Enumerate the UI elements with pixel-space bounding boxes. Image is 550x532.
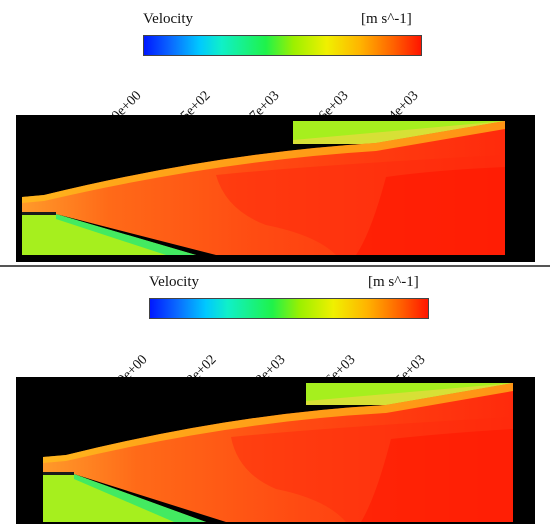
top-panel: Velocity [m s^-1] 0.00e+00 9.85e+02 1.97… — [0, 0, 550, 262]
velocity-contour-plot — [16, 115, 535, 262]
jet-core-max — [361, 429, 513, 522]
jet-shear-edge — [43, 383, 513, 463]
colorbar — [149, 298, 429, 319]
colorbar — [143, 35, 422, 56]
lower-shear-gradient — [56, 214, 196, 255]
nozzle-lip — [43, 472, 74, 475]
legend-title: Velocity — [149, 274, 199, 290]
jet-core-max — [356, 167, 505, 255]
legend-title: Velocity — [143, 11, 193, 27]
jet-shear-edge — [22, 121, 505, 203]
legend-units: [m s^-1] — [368, 274, 419, 290]
velocity-contour-plot — [16, 377, 535, 524]
lower-shear-gradient — [74, 474, 206, 522]
nozzle-lip — [22, 212, 56, 215]
panel-divider — [0, 265, 550, 267]
bottom-panel: Velocity [m s^-1] 0.00e+00 9.88e+02 1.98… — [0, 268, 550, 532]
legend-units: [m s^-1] — [361, 11, 412, 27]
